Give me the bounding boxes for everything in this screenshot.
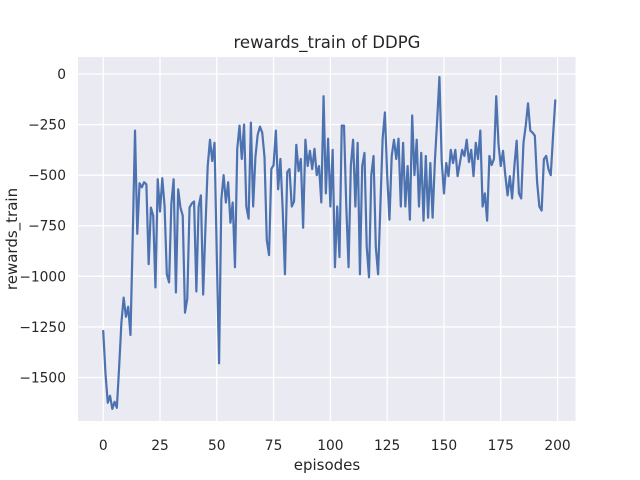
y-tick-label: −1000 (19, 269, 66, 285)
x-tick-label: 150 (431, 438, 457, 454)
x-tick-label: 175 (488, 438, 514, 454)
y-tick-label: 0 (57, 67, 66, 83)
x-tick-label: 50 (208, 438, 226, 454)
y-tick-label: −1500 (19, 370, 66, 386)
x-tick-label: 200 (544, 438, 570, 454)
x-tick-label: 25 (151, 438, 169, 454)
grid-layer (78, 57, 576, 421)
chart-title: rewards_train of DDPG (234, 33, 421, 53)
x-tick-label: 75 (265, 438, 283, 454)
x-tick-label: 100 (317, 438, 343, 454)
y-tick-label: −500 (28, 168, 66, 184)
x-tick-label: 0 (99, 438, 108, 454)
series-layer (102, 75, 557, 410)
reward-curve (102, 75, 557, 410)
y-tick-label: −1250 (19, 320, 66, 336)
tick-layer: 0 25 50 75 100 125 150 175 200 0 −250 −500 −750 −1000… (19, 67, 570, 454)
y-axis-label: rewards_train (3, 188, 22, 290)
plot-area (78, 57, 576, 421)
y-tick-label: −250 (28, 118, 66, 134)
x-tick-label: 125 (374, 438, 400, 454)
x-axis-label: episodes (294, 456, 361, 474)
y-tick-label: −750 (28, 219, 66, 235)
